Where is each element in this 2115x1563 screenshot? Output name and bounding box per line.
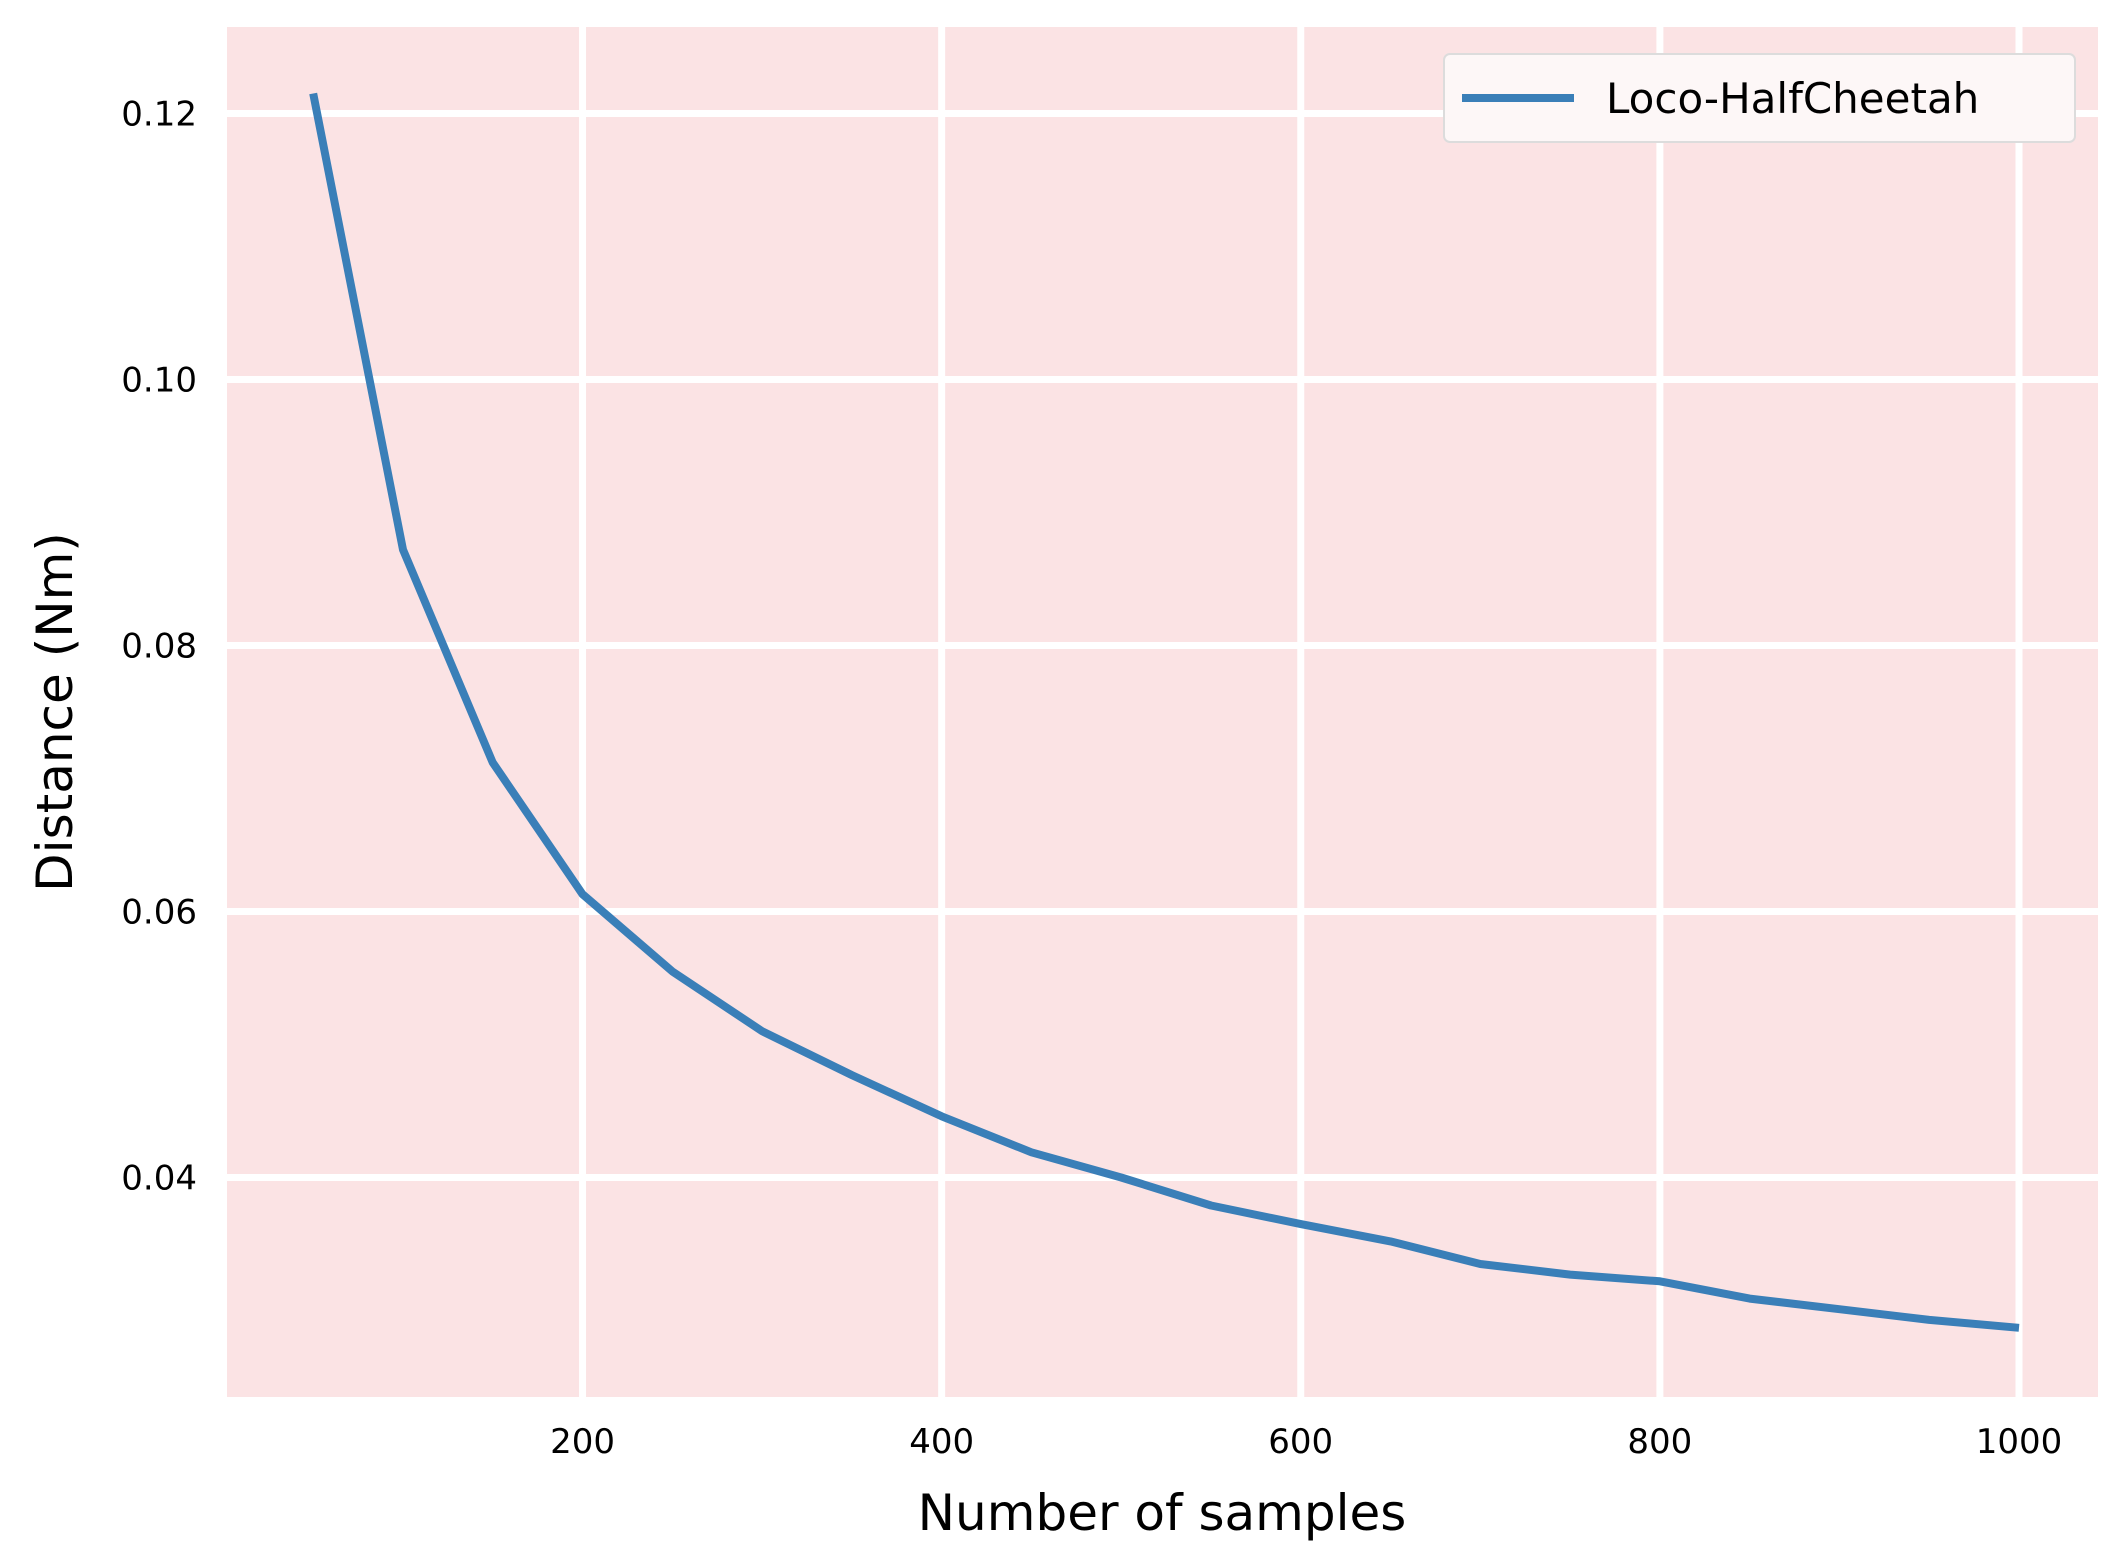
x-tick-label: 200 [550, 1422, 615, 1462]
plot-area [227, 27, 2098, 1397]
x-tick-labels: 200 400 600 800 1000 [550, 1422, 2062, 1462]
y-axis-label: Distance (Nm) [26, 532, 84, 892]
x-axis-label: Number of samples [918, 1484, 1407, 1542]
y-tick-label: 0.12 [121, 94, 197, 134]
x-tick-label: 1000 [1976, 1422, 2063, 1462]
legend: Loco-HalfCheetah [1443, 53, 2076, 143]
x-grid [579, 27, 2023, 1397]
y-tick-label: 0.10 [121, 360, 197, 400]
legend-box [1443, 53, 2076, 143]
x-tick-label: 400 [909, 1422, 974, 1462]
y-tick-label: 0.06 [121, 893, 197, 933]
y-tick-label: 0.08 [121, 626, 197, 666]
legend-entry-label: Loco-HalfCheetah [1606, 74, 1979, 123]
y-tick-labels: 0.04 0.06 0.08 0.10 0.12 [121, 94, 197, 1198]
y-tick-label: 0.04 [121, 1159, 197, 1199]
series-layer [309, 92, 2020, 1332]
series-line [309, 92, 2020, 1332]
x-tick-label: 800 [1627, 1422, 1692, 1462]
x-tick-label: 600 [1268, 1422, 1333, 1462]
